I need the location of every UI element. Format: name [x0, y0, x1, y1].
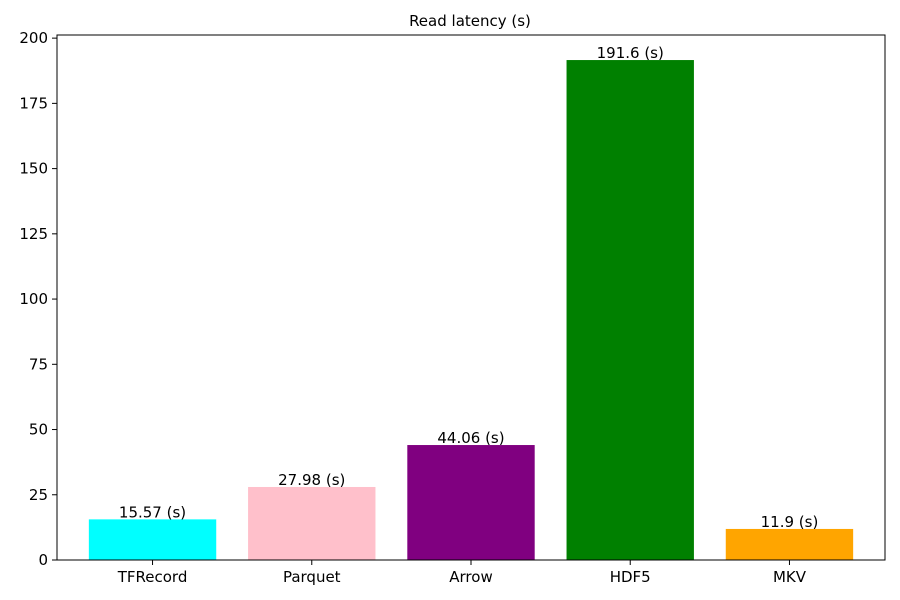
y-tick-label: 175 [19, 94, 48, 112]
x-tick-label: MKV [773, 568, 807, 586]
data-label-arrow: 44.06 (s) [437, 429, 504, 447]
x-tick-label: Parquet [283, 568, 341, 586]
y-tick-label: 25 [29, 486, 48, 504]
axes-frame [56, 34, 886, 561]
bar-arrow [407, 445, 535, 560]
bar-parquet [248, 486, 376, 560]
y-tick-label: 0 [38, 551, 48, 569]
plot-area: 15.57 (s) TFRecord 27.98 (s) Parquet 44.06 (… [19, 29, 886, 586]
y-tick-label: 50 [29, 421, 48, 439]
y-tick-label: 100 [19, 290, 48, 308]
y-tick-label: 200 [19, 29, 48, 47]
data-label-mkv: 11.9 (s) [761, 513, 819, 531]
y-tick-label: 125 [19, 225, 48, 243]
data-label-hdf5: 191.6 (s) [597, 44, 664, 62]
y-tick-label: 150 [19, 160, 48, 178]
data-label-tfrecord: 15.57 (s) [119, 503, 186, 521]
chart-title: Read latency (s) [409, 12, 531, 30]
x-tick-label: TFRecord [117, 568, 188, 586]
x-tick-label: Arrow [449, 568, 492, 586]
bar-tfrecord [88, 519, 217, 560]
y-tick-label: 75 [29, 355, 48, 373]
bar-mkv [725, 528, 854, 560]
x-tick-label: HDF5 [610, 568, 651, 586]
data-label-parquet: 27.98 (s) [278, 471, 345, 489]
bar-hdf5 [566, 60, 694, 560]
